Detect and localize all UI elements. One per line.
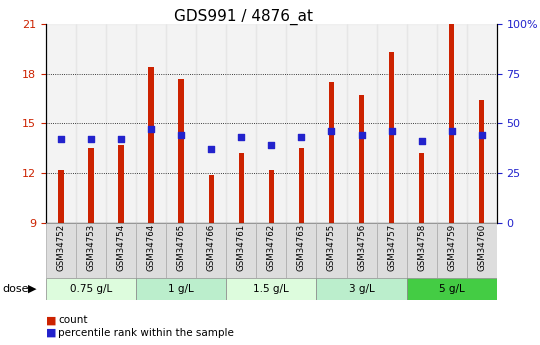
Point bbox=[417, 138, 426, 144]
Bar bbox=[46, 278, 136, 300]
Bar bbox=[178, 79, 184, 223]
Bar bbox=[166, 223, 196, 278]
Text: GSM34759: GSM34759 bbox=[447, 224, 456, 271]
Bar bbox=[118, 145, 124, 223]
Text: GSM34763: GSM34763 bbox=[297, 224, 306, 271]
Bar bbox=[208, 175, 214, 223]
Bar bbox=[359, 95, 364, 223]
Text: 1 g/L: 1 g/L bbox=[168, 284, 194, 294]
Bar bbox=[76, 24, 106, 223]
Bar bbox=[226, 278, 316, 300]
Bar bbox=[226, 223, 256, 278]
Text: percentile rank within the sample: percentile rank within the sample bbox=[58, 328, 234, 337]
Text: GSM34764: GSM34764 bbox=[147, 224, 156, 271]
Bar bbox=[196, 223, 226, 278]
Bar bbox=[106, 223, 136, 278]
Text: GSM34757: GSM34757 bbox=[387, 224, 396, 271]
Point bbox=[177, 132, 186, 138]
Point bbox=[117, 137, 125, 142]
Point bbox=[387, 129, 396, 134]
Bar bbox=[389, 52, 394, 223]
Point bbox=[86, 137, 96, 142]
Text: 0.75 g/L: 0.75 g/L bbox=[70, 284, 112, 294]
Bar bbox=[479, 100, 484, 223]
Bar bbox=[46, 24, 76, 223]
Text: ■: ■ bbox=[46, 315, 56, 325]
Text: 1.5 g/L: 1.5 g/L bbox=[253, 284, 289, 294]
Bar bbox=[256, 223, 286, 278]
Point bbox=[477, 132, 486, 138]
Bar bbox=[148, 67, 154, 223]
Text: GSM34761: GSM34761 bbox=[237, 224, 246, 271]
Point bbox=[147, 127, 156, 132]
Text: 5 g/L: 5 g/L bbox=[439, 284, 464, 294]
Text: GSM34753: GSM34753 bbox=[86, 224, 96, 271]
Point bbox=[357, 132, 366, 138]
Bar bbox=[299, 148, 304, 223]
Text: 3 g/L: 3 g/L bbox=[349, 284, 374, 294]
Bar bbox=[268, 170, 274, 223]
Bar bbox=[76, 223, 106, 278]
Bar bbox=[166, 24, 196, 223]
Bar bbox=[256, 24, 286, 223]
Bar bbox=[407, 278, 497, 300]
Bar bbox=[347, 24, 376, 223]
Text: dose: dose bbox=[3, 284, 29, 294]
Bar bbox=[376, 24, 407, 223]
Bar bbox=[136, 24, 166, 223]
Bar bbox=[376, 223, 407, 278]
Text: GSM34756: GSM34756 bbox=[357, 224, 366, 271]
Point bbox=[267, 142, 275, 148]
Bar bbox=[316, 24, 347, 223]
Bar bbox=[407, 223, 437, 278]
Bar bbox=[136, 223, 166, 278]
Text: count: count bbox=[58, 315, 88, 325]
Bar bbox=[286, 223, 316, 278]
Text: GSM34755: GSM34755 bbox=[327, 224, 336, 271]
Point bbox=[297, 135, 306, 140]
Bar bbox=[226, 24, 256, 223]
Text: GDS991 / 4876_at: GDS991 / 4876_at bbox=[173, 9, 313, 25]
Bar bbox=[437, 223, 467, 278]
Point bbox=[237, 135, 246, 140]
Text: GSM34766: GSM34766 bbox=[207, 224, 216, 271]
Bar bbox=[316, 223, 347, 278]
Bar bbox=[106, 24, 136, 223]
Text: GSM34754: GSM34754 bbox=[117, 224, 126, 271]
Text: GSM34758: GSM34758 bbox=[417, 224, 426, 271]
Bar bbox=[46, 223, 76, 278]
Bar bbox=[286, 24, 316, 223]
Text: GSM34762: GSM34762 bbox=[267, 224, 276, 271]
Bar bbox=[467, 223, 497, 278]
Text: GSM34752: GSM34752 bbox=[57, 224, 65, 271]
Bar bbox=[467, 24, 497, 223]
Bar bbox=[329, 82, 334, 223]
Text: ▶: ▶ bbox=[28, 284, 37, 294]
Point bbox=[57, 137, 65, 142]
Bar bbox=[437, 24, 467, 223]
Text: GSM34760: GSM34760 bbox=[477, 224, 486, 271]
Bar bbox=[88, 148, 94, 223]
Bar bbox=[419, 153, 424, 223]
Text: ■: ■ bbox=[46, 328, 56, 337]
Bar bbox=[407, 24, 437, 223]
Text: GSM34765: GSM34765 bbox=[177, 224, 186, 271]
Point bbox=[327, 129, 336, 134]
Bar bbox=[196, 24, 226, 223]
Point bbox=[447, 129, 456, 134]
Bar bbox=[136, 278, 226, 300]
Bar bbox=[449, 24, 455, 223]
Bar bbox=[347, 223, 376, 278]
Bar bbox=[316, 278, 407, 300]
Point bbox=[207, 146, 215, 152]
Bar bbox=[58, 170, 64, 223]
Bar bbox=[239, 153, 244, 223]
